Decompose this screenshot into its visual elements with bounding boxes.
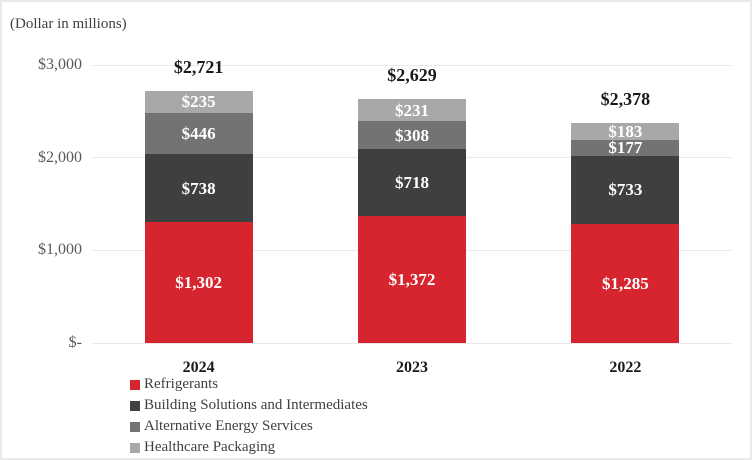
- bar-segment-value-label: $183: [608, 121, 643, 141]
- bar-segment-value-label: $308: [395, 125, 429, 145]
- bar-segment-2022-alternative-energy-services: $177: [571, 138, 680, 158]
- chart-units-label: (Dollar in millions): [10, 16, 127, 32]
- bar-segment-2024-healthcare-packaging: $235: [144, 90, 253, 113]
- chart-legend: Refrigerants Building Solutions and Inter…: [130, 374, 368, 458]
- bar-segment-value-label: $235: [181, 92, 216, 112]
- gridline: [92, 342, 732, 344]
- y-axis-tick-label: $1,000: [38, 241, 82, 259]
- legend-item: Healthcare Packaging: [130, 437, 368, 458]
- x-axis-category-label: 2023: [395, 359, 428, 376]
- legend-label: Alternative Energy Services: [144, 418, 313, 434]
- legend-swatch-icon: [130, 400, 140, 411]
- bar-segment-value-label: $1,285: [601, 273, 649, 293]
- bar-segment-2022-healthcare-packaging: $183: [571, 121, 680, 141]
- legend-label: Healthcare Packaging: [144, 439, 276, 455]
- gridline: [92, 64, 732, 66]
- bar-segment-value-label: $718: [395, 173, 429, 193]
- x-axis-category-label: 2022: [609, 359, 642, 376]
- legend-item: Building Solutions and Intermediates: [130, 395, 368, 416]
- y-axis-tick-label: $-: [68, 334, 82, 351]
- bar-total-label: $2,629: [387, 65, 437, 86]
- bar-segment-value-label: $231: [395, 100, 429, 120]
- bar-segment-value-label: $1,302: [175, 273, 223, 293]
- bar-segment-2023-alternative-energy-services: $308: [358, 120, 466, 150]
- x-axis-category-label: 2024: [182, 359, 215, 376]
- y-axis-tick-label: $2,000: [38, 148, 82, 166]
- bar-segment-2023-refrigerants: $1,372: [358, 215, 466, 343]
- bar-segment-2023-building-solutions-and-intermediates: $718: [358, 149, 466, 216]
- bar-total-label: $2,721: [173, 56, 224, 77]
- bar-segment-2024-alternative-energy-services: $446: [144, 112, 253, 154]
- legend-item: Alternative Energy Services: [130, 416, 368, 437]
- bar-segment-2024-refrigerants: $1,302: [144, 222, 253, 343]
- bar-segment-2024-building-solutions-and-intermediates: $738: [144, 153, 253, 223]
- bar-segment-2022-building-solutions-and-intermediates: $733: [571, 155, 680, 224]
- bar-segment-value-label: $446: [181, 123, 216, 143]
- legend-label: Refrigerants: [144, 376, 219, 392]
- bar-segment-value-label: $733: [608, 180, 643, 200]
- bar-segment-2023-healthcare-packaging: $231: [358, 99, 466, 121]
- legend-swatch-icon: [130, 421, 140, 432]
- legend-item: Refrigerants: [130, 374, 368, 395]
- bar-segment-2022-refrigerants: $1,285: [571, 223, 680, 343]
- legend-label: Building Solutions and Intermediates: [144, 397, 368, 413]
- legend-swatch-icon: [130, 442, 140, 453]
- bar-segment-value-label: $1,372: [388, 269, 436, 289]
- bar-segment-value-label: $177: [608, 138, 643, 158]
- legend-swatch-icon: [130, 379, 140, 390]
- bar-segment-value-label: $738: [181, 178, 216, 198]
- y-axis-tick-label: $3,000: [38, 56, 82, 73]
- bar-total-label: $2,378: [600, 88, 651, 109]
